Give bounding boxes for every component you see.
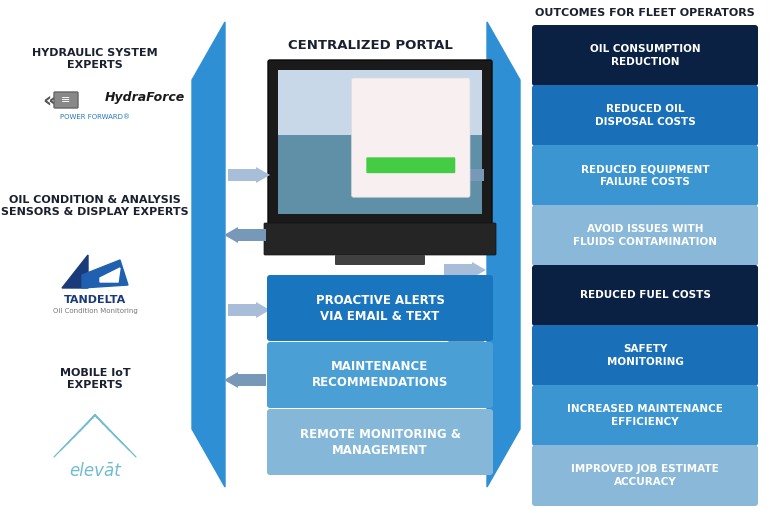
Text: INCREASED MAINTENANCE
EFFICIENCY: INCREASED MAINTENANCE EFFICIENCY bbox=[567, 404, 723, 427]
Text: PROACTIVE ALERTS
VIA EMAIL & TEXT: PROACTIVE ALERTS VIA EMAIL & TEXT bbox=[316, 294, 444, 323]
FancyArrow shape bbox=[224, 372, 266, 388]
FancyBboxPatch shape bbox=[532, 385, 758, 446]
FancyArrow shape bbox=[228, 167, 270, 183]
FancyBboxPatch shape bbox=[278, 70, 482, 214]
FancyBboxPatch shape bbox=[532, 445, 758, 506]
Text: elevāt: elevāt bbox=[69, 462, 121, 480]
FancyBboxPatch shape bbox=[532, 85, 758, 146]
FancyArrow shape bbox=[442, 337, 484, 353]
FancyBboxPatch shape bbox=[54, 92, 78, 108]
Text: POWER FORWARD®: POWER FORWARD® bbox=[60, 114, 130, 120]
Text: REMOTE MONITORING &
MANAGEMENT: REMOTE MONITORING & MANAGEMENT bbox=[300, 428, 460, 457]
Polygon shape bbox=[82, 260, 128, 288]
Text: REDUCED EQUIPMENT
FAILURE COSTS: REDUCED EQUIPMENT FAILURE COSTS bbox=[581, 164, 709, 187]
Polygon shape bbox=[62, 255, 88, 288]
FancyArrow shape bbox=[228, 302, 270, 318]
FancyBboxPatch shape bbox=[367, 157, 455, 173]
Text: «: « bbox=[42, 90, 56, 110]
FancyBboxPatch shape bbox=[532, 205, 758, 266]
Text: HYDRAULIC SYSTEM
EXPERTS: HYDRAULIC SYSTEM EXPERTS bbox=[32, 48, 158, 70]
FancyBboxPatch shape bbox=[532, 145, 758, 206]
Text: AVOID ISSUES WITH
FLUIDS CONTAMINATION: AVOID ISSUES WITH FLUIDS CONTAMINATION bbox=[573, 224, 717, 247]
Text: OIL CONSUMPTION
REDUCTION: OIL CONSUMPTION REDUCTION bbox=[590, 44, 700, 67]
Polygon shape bbox=[192, 22, 225, 487]
FancyBboxPatch shape bbox=[267, 275, 493, 341]
FancyBboxPatch shape bbox=[264, 223, 496, 255]
FancyBboxPatch shape bbox=[352, 78, 470, 197]
FancyBboxPatch shape bbox=[267, 409, 493, 475]
Text: MAINTENANCE
RECOMMENDATIONS: MAINTENANCE RECOMMENDATIONS bbox=[312, 360, 448, 389]
Text: IMPROVED JOB ESTIMATE
ACCURACY: IMPROVED JOB ESTIMATE ACCURACY bbox=[571, 464, 719, 487]
Text: OIL CONDITION & ANALYSIS
SENSORS & DISPLAY EXPERTS: OIL CONDITION & ANALYSIS SENSORS & DISPL… bbox=[2, 195, 189, 217]
FancyArrow shape bbox=[444, 262, 486, 278]
Text: OUTCOMES FOR FLEET OPERATORS: OUTCOMES FOR FLEET OPERATORS bbox=[535, 8, 755, 18]
FancyBboxPatch shape bbox=[278, 70, 482, 135]
FancyBboxPatch shape bbox=[335, 255, 425, 265]
FancyArrow shape bbox=[444, 417, 486, 433]
Text: REDUCED FUEL COSTS: REDUCED FUEL COSTS bbox=[580, 291, 711, 300]
Polygon shape bbox=[100, 268, 120, 282]
Polygon shape bbox=[487, 22, 520, 487]
Text: MOBILE IoT
EXPERTS: MOBILE IoT EXPERTS bbox=[60, 368, 130, 389]
FancyBboxPatch shape bbox=[268, 60, 492, 224]
Text: CENTRALIZED PORTAL: CENTRALIZED PORTAL bbox=[287, 39, 453, 52]
FancyBboxPatch shape bbox=[532, 325, 758, 386]
Text: ≡: ≡ bbox=[62, 95, 71, 105]
Text: REDUCED OIL
DISPOSAL COSTS: REDUCED OIL DISPOSAL COSTS bbox=[594, 104, 695, 127]
Text: HydraForce: HydraForce bbox=[105, 91, 186, 103]
Text: TANDELTA: TANDELTA bbox=[64, 295, 126, 305]
FancyBboxPatch shape bbox=[532, 265, 758, 326]
Text: Oil Condition Monitoring: Oil Condition Monitoring bbox=[52, 308, 137, 314]
FancyBboxPatch shape bbox=[532, 25, 758, 86]
FancyBboxPatch shape bbox=[267, 342, 493, 408]
FancyArrow shape bbox=[224, 227, 266, 243]
FancyArrow shape bbox=[442, 167, 484, 183]
Text: SAFETY
MONITORING: SAFETY MONITORING bbox=[607, 344, 684, 366]
